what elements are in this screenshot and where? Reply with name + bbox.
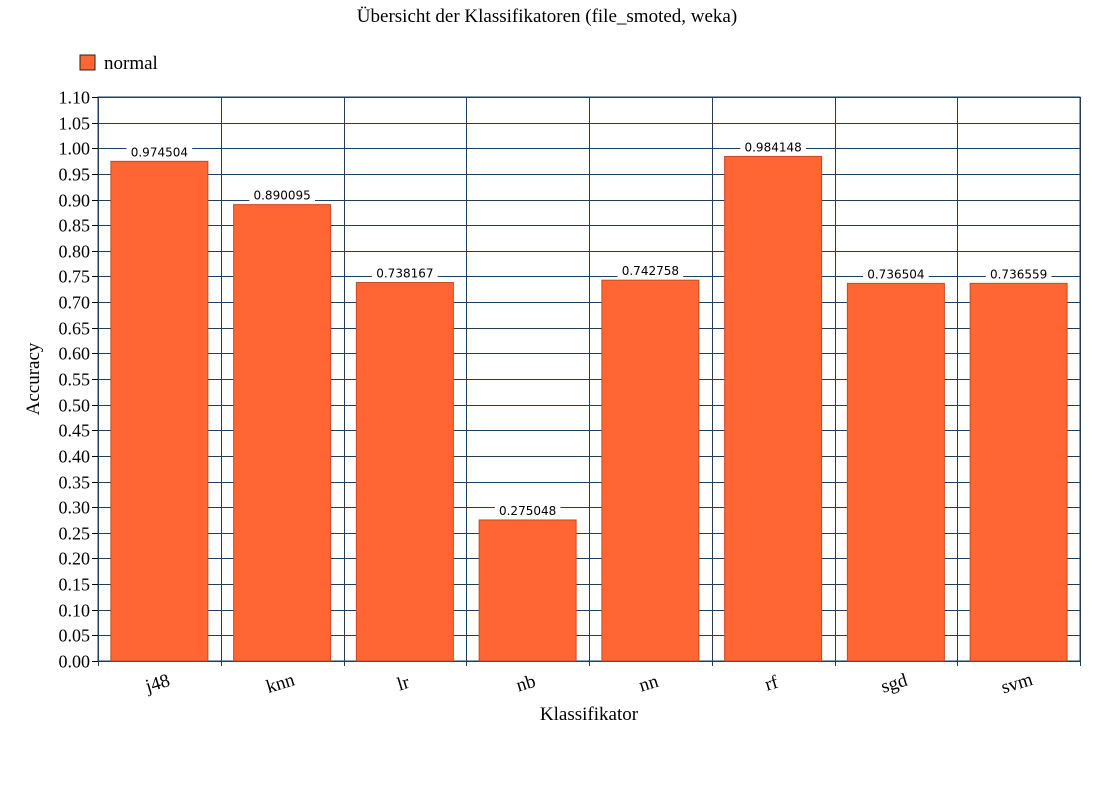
y-tick-label: 0.60 (59, 344, 91, 364)
bar (846, 282, 945, 662)
data-label-bg (740, 139, 806, 155)
legend: normal (79, 53, 158, 74)
data-label: 0.736504 (867, 267, 924, 281)
x-tick-label: j48 (142, 670, 172, 697)
y-tick-label: 0.90 (59, 191, 91, 211)
y-tick-label: 1.00 (59, 139, 91, 159)
y-tick-label: 0.00 (59, 652, 91, 672)
y-tick-label: 1.10 (59, 88, 91, 108)
y-tick-label: 0.45 (59, 421, 91, 441)
data-label-bg (249, 187, 315, 203)
y-tick-label: 0.10 (59, 601, 91, 621)
x-axis-ticks: j48 knn lr nb nn rf sgd svm (142, 669, 1035, 698)
y-tick-label: 1.05 (59, 114, 91, 134)
x-tick-label: rf (762, 672, 781, 696)
y-tick-label: 0.55 (59, 370, 91, 390)
y-tick-label: 0.70 (59, 293, 91, 313)
data-label: 0.890095 (253, 189, 310, 203)
y-tick-label: 0.95 (59, 165, 91, 185)
data-label-bg (863, 266, 929, 282)
data-label-bg (372, 265, 438, 281)
y-tick-label: 0.80 (59, 242, 91, 262)
x-tick-label: svm (999, 669, 1036, 698)
x-axis-label: Klassifikator (540, 704, 639, 725)
chart-title: Übersicht der Klassifikatoren (file_smot… (357, 6, 737, 27)
bar (233, 204, 332, 662)
legend-swatch (79, 54, 96, 71)
bars: 0.974504 0.890095 0.738167 0.275048 0.742758… (110, 139, 1068, 662)
bar (601, 279, 700, 662)
x-tick-label: sgd (879, 670, 911, 698)
bar (724, 155, 823, 662)
data-label: 0.984148 (744, 140, 801, 154)
y-tick-label: 0.05 (59, 626, 91, 646)
y-axis-label: Accuracy (23, 342, 44, 415)
y-tick-label: 0.65 (59, 319, 91, 339)
data-label-bg (494, 502, 561, 518)
data-label-bg (985, 266, 1052, 282)
y-tick-label: 0.40 (59, 447, 91, 467)
y-tick-label: 0.35 (59, 473, 91, 493)
data-label: 0.738167 (376, 267, 433, 281)
data-label: 0.974504 (131, 145, 188, 159)
data-label-bg (617, 263, 684, 279)
y-tick-label: 0.85 (59, 216, 91, 236)
bar (478, 519, 577, 662)
y-tick-label: 0.30 (59, 498, 91, 518)
data-label: 0.742758 (622, 264, 679, 278)
legend-label: normal (104, 53, 158, 74)
y-axis-ticks: 0.00 0.05 0.10 0.15 0.20 0.25 0.30 0.35 0.40 0.45… (59, 88, 98, 672)
y-tick-label: 0.50 (59, 396, 91, 416)
data-label-bg (126, 144, 193, 160)
bar (110, 160, 209, 662)
y-tick-label: 0.75 (59, 267, 91, 287)
data-label: 0.275048 (499, 504, 556, 518)
x-tick-label: knn (264, 669, 298, 698)
data-label: 0.736559 (990, 267, 1047, 281)
y-tick-label: 0.20 (59, 549, 91, 569)
x-tick-label: lr (395, 672, 413, 696)
y-tick-label: 0.15 (59, 575, 91, 595)
x-tick-label: nb (514, 671, 538, 697)
bar (355, 282, 454, 662)
y-tick-label: 0.25 (59, 524, 91, 544)
x-tick-label: nn (637, 671, 662, 697)
bar (969, 282, 1068, 662)
